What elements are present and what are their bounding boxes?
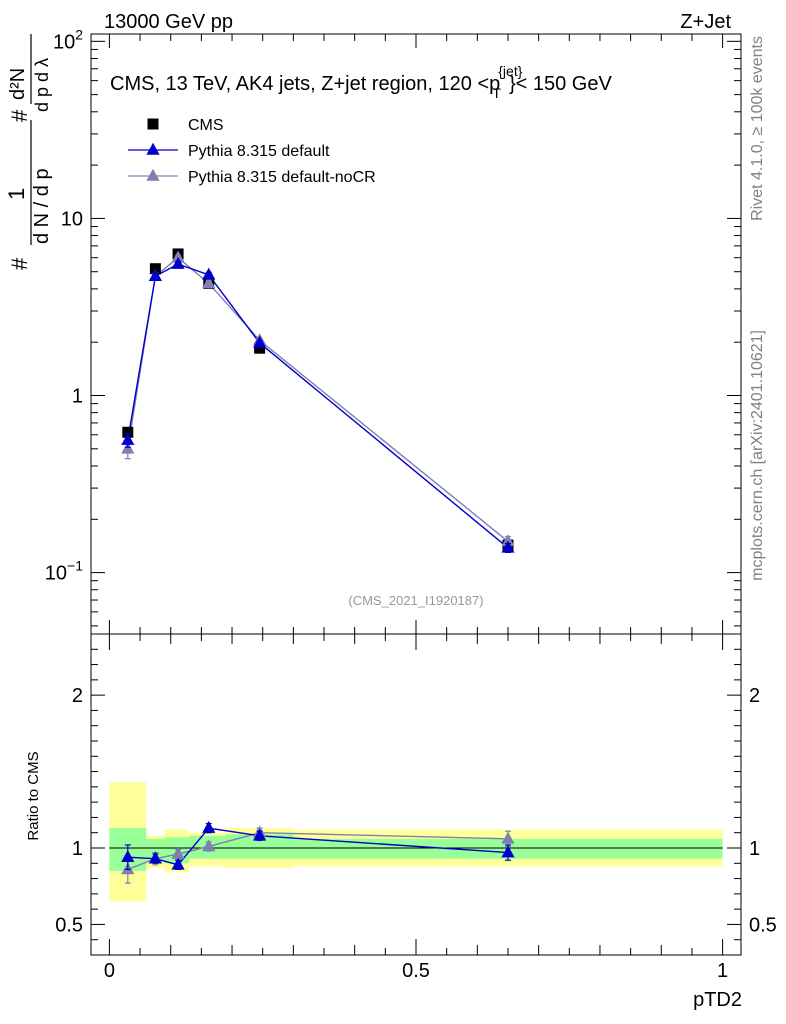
- ratio-xtick-label: 0: [104, 960, 115, 982]
- ratio-point-0: [501, 845, 515, 858]
- ratio-ytick-label: 1: [72, 838, 83, 860]
- main-ytick-label-base: 10: [53, 31, 75, 53]
- main-point-2: [202, 276, 216, 289]
- main-point-1: [171, 256, 185, 269]
- legend-marker-square: [147, 118, 159, 130]
- ratio-series-line-0: [127, 827, 509, 866]
- ratio-point-1: [501, 831, 515, 844]
- ratio-ytick-label-right: 2: [749, 685, 760, 707]
- mcplots-label: mcplots.cern.ch [arXiv:2401.10621]: [749, 330, 766, 581]
- ratio-point-0: [253, 828, 267, 841]
- main-ytick-label-exp: −1: [67, 558, 83, 574]
- legend-marker-triangle: [146, 168, 160, 181]
- ratio-ytick-label-right: 0.5: [749, 914, 777, 936]
- legend-label: Pythia 8.315 default-noCR: [188, 169, 376, 186]
- main-point-1: [121, 432, 135, 445]
- header-right: Z+Jet: [680, 11, 731, 33]
- ratio-point-0: [121, 849, 135, 862]
- ratio-xlabel: pTD2: [693, 989, 742, 1011]
- ratio-ytick-label-right: 1: [749, 838, 760, 860]
- main-ytick-label: 10: [61, 208, 83, 230]
- main-ytick-label-base: 10: [45, 563, 67, 585]
- rivet-label: Rivet 4.1.0, ≥ 100k events: [749, 36, 766, 221]
- legend-label: Pythia 8.315 default: [188, 143, 330, 160]
- main-point-2: [501, 534, 515, 547]
- legend-entry-0: CMS: [147, 117, 224, 134]
- main-ylabel-fracden: d p d λ: [32, 58, 52, 112]
- ratio-band-inner: [146, 838, 165, 862]
- ratio-ylabel: Ratio to CMS: [25, 751, 42, 840]
- cms-point: [149, 263, 161, 275]
- main-ylabel-hash2: #: [7, 109, 32, 122]
- ratio-point-1: [171, 846, 185, 859]
- main-series-line-1: [127, 263, 509, 549]
- main-ytick-label: 102: [53, 26, 83, 53]
- main-point-1: [253, 335, 267, 348]
- main-title-sup: {jet}: [498, 63, 522, 79]
- main-ylabel-fracnum: d²N: [7, 68, 29, 100]
- legend-marker-triangle: [146, 142, 160, 155]
- ratio-ytick-label: 0.5: [55, 914, 83, 936]
- header-left: 13000 GeV pp: [104, 11, 233, 33]
- ratio-point-0: [202, 820, 216, 833]
- cms-point: [254, 342, 266, 354]
- main-title-sub: T: [492, 85, 501, 101]
- legend-label: CMS: [188, 117, 224, 134]
- watermark: (CMS_2021_I1920187): [348, 593, 483, 608]
- ratio-point-0: [148, 851, 162, 864]
- main-ytick-label: 1: [72, 386, 83, 408]
- legend-entry-1: Pythia 8.315 default: [128, 142, 330, 160]
- main-ytick-label: 10−1: [45, 558, 83, 585]
- main-point-1: [202, 267, 216, 280]
- main-ylabel-num: 1: [4, 188, 29, 200]
- ratio-point-1: [202, 839, 216, 852]
- main-point-2: [171, 250, 185, 263]
- main-ylabel: # 1 d N / d p # d²N d p d λ: [4, 34, 53, 270]
- ratio-point-0: [171, 857, 185, 870]
- main-title-post: }< 150 GeV: [509, 73, 613, 95]
- legend-entry-2: Pythia 8.315 default-noCR: [128, 168, 376, 186]
- ratio-frame: [90, 633, 742, 956]
- main-ylabel-hash1: #: [7, 257, 32, 270]
- main-title-pre: CMS, 13 TeV, AK4 jets, Z+jet region, 120…: [110, 73, 500, 95]
- ratio-xtick-label: 0.5: [402, 960, 430, 982]
- ratio-ytick-label: 2: [72, 685, 83, 707]
- ratio-panel: 0.5 0.5 1 1 2 2 0 0.5 1: [55, 633, 777, 982]
- main-ytick-label-exp: 2: [75, 26, 83, 42]
- ratio-xtick-label: 1: [717, 960, 728, 982]
- main-point-1: [148, 268, 162, 281]
- main-point-1: [501, 540, 515, 553]
- cms-point: [122, 426, 134, 438]
- main-ylabel-den: d N / d p: [31, 168, 53, 244]
- main-title: CMS, 13 TeV, AK4 jets, Z+jet region, 120…: [110, 63, 612, 101]
- main-series-line-2: [127, 256, 509, 542]
